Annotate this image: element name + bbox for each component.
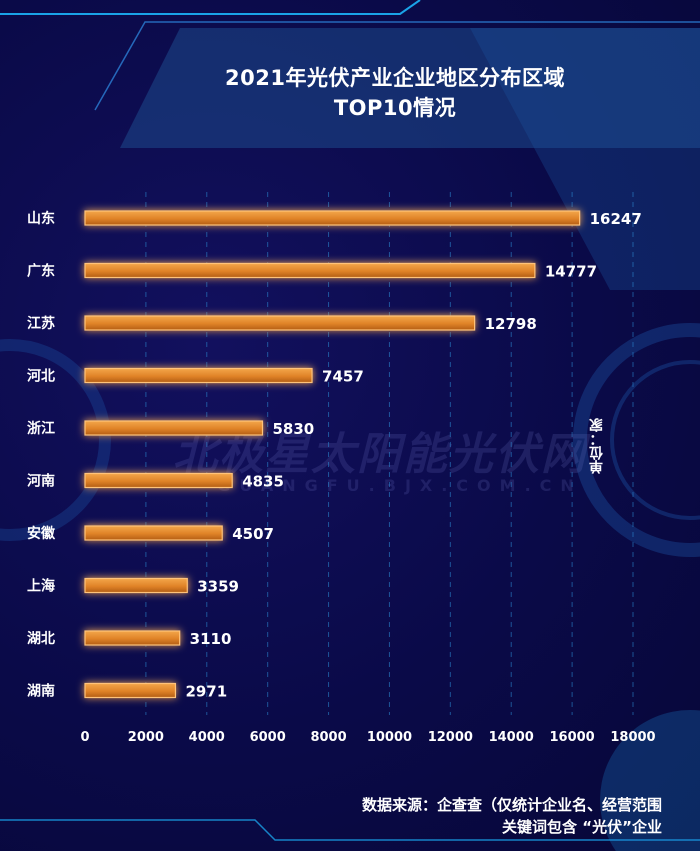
- x-tick-label: 4000: [189, 730, 225, 745]
- watermark-text: 北极星太阳能光伏网: [173, 429, 587, 480]
- x-tick-label: 14000: [489, 730, 534, 745]
- data-label: 4507: [232, 525, 274, 543]
- category-label: 河南: [27, 473, 55, 490]
- category-label: 江苏: [27, 315, 55, 332]
- bar: [84, 525, 223, 541]
- bar: [84, 315, 476, 331]
- data-label: 2971: [185, 683, 227, 701]
- data-label: 4835: [242, 473, 284, 491]
- watermark-url: GUANGFU.BJX.COM.CN: [217, 476, 583, 495]
- bar: [84, 630, 181, 646]
- chart-title: 2021年光伏产业企业地区分布区域: [225, 66, 565, 90]
- bar: [84, 682, 177, 699]
- x-tick-label: 18000: [610, 730, 655, 745]
- bar: [84, 210, 581, 226]
- x-tick-label: 0: [80, 730, 89, 745]
- x-tick-label: 16000: [549, 730, 594, 745]
- category-label: 广东: [27, 263, 55, 280]
- x-tick-label: 10000: [367, 730, 412, 745]
- x-tick-label: 12000: [428, 730, 473, 745]
- data-label: 14777: [545, 263, 597, 281]
- bar: [84, 472, 233, 489]
- data-label: 7457: [322, 368, 364, 386]
- category-label: 上海: [27, 578, 55, 595]
- data-label: 12798: [485, 315, 537, 333]
- bar: [84, 262, 536, 279]
- data-label: 5830: [272, 420, 314, 438]
- chart-subtitle: TOP10情况: [333, 96, 457, 120]
- category-label: 浙江: [27, 420, 55, 437]
- bar: [84, 577, 188, 594]
- category-label: 湖南: [27, 683, 55, 700]
- unit-label: 单位：家: [589, 418, 605, 474]
- x-tick-label: 2000: [128, 730, 164, 745]
- bar: [84, 420, 264, 436]
- source-note-line1: 数据来源：企查查（仅统计企业名、经营范围: [361, 796, 662, 814]
- category-label: 安徽: [27, 525, 56, 542]
- category-label: 山东: [27, 210, 55, 227]
- x-tick-label: 6000: [250, 730, 286, 745]
- data-label: 3359: [197, 578, 239, 596]
- source-note-line2: 关键词包含 “光伏”企业: [502, 818, 662, 836]
- bar: [84, 367, 313, 384]
- category-label: 河北: [27, 368, 55, 385]
- category-label: 湖北: [27, 631, 55, 647]
- data-label: 16247: [590, 210, 642, 228]
- x-tick-label: 8000: [310, 730, 346, 745]
- data-label: 3110: [190, 630, 232, 648]
